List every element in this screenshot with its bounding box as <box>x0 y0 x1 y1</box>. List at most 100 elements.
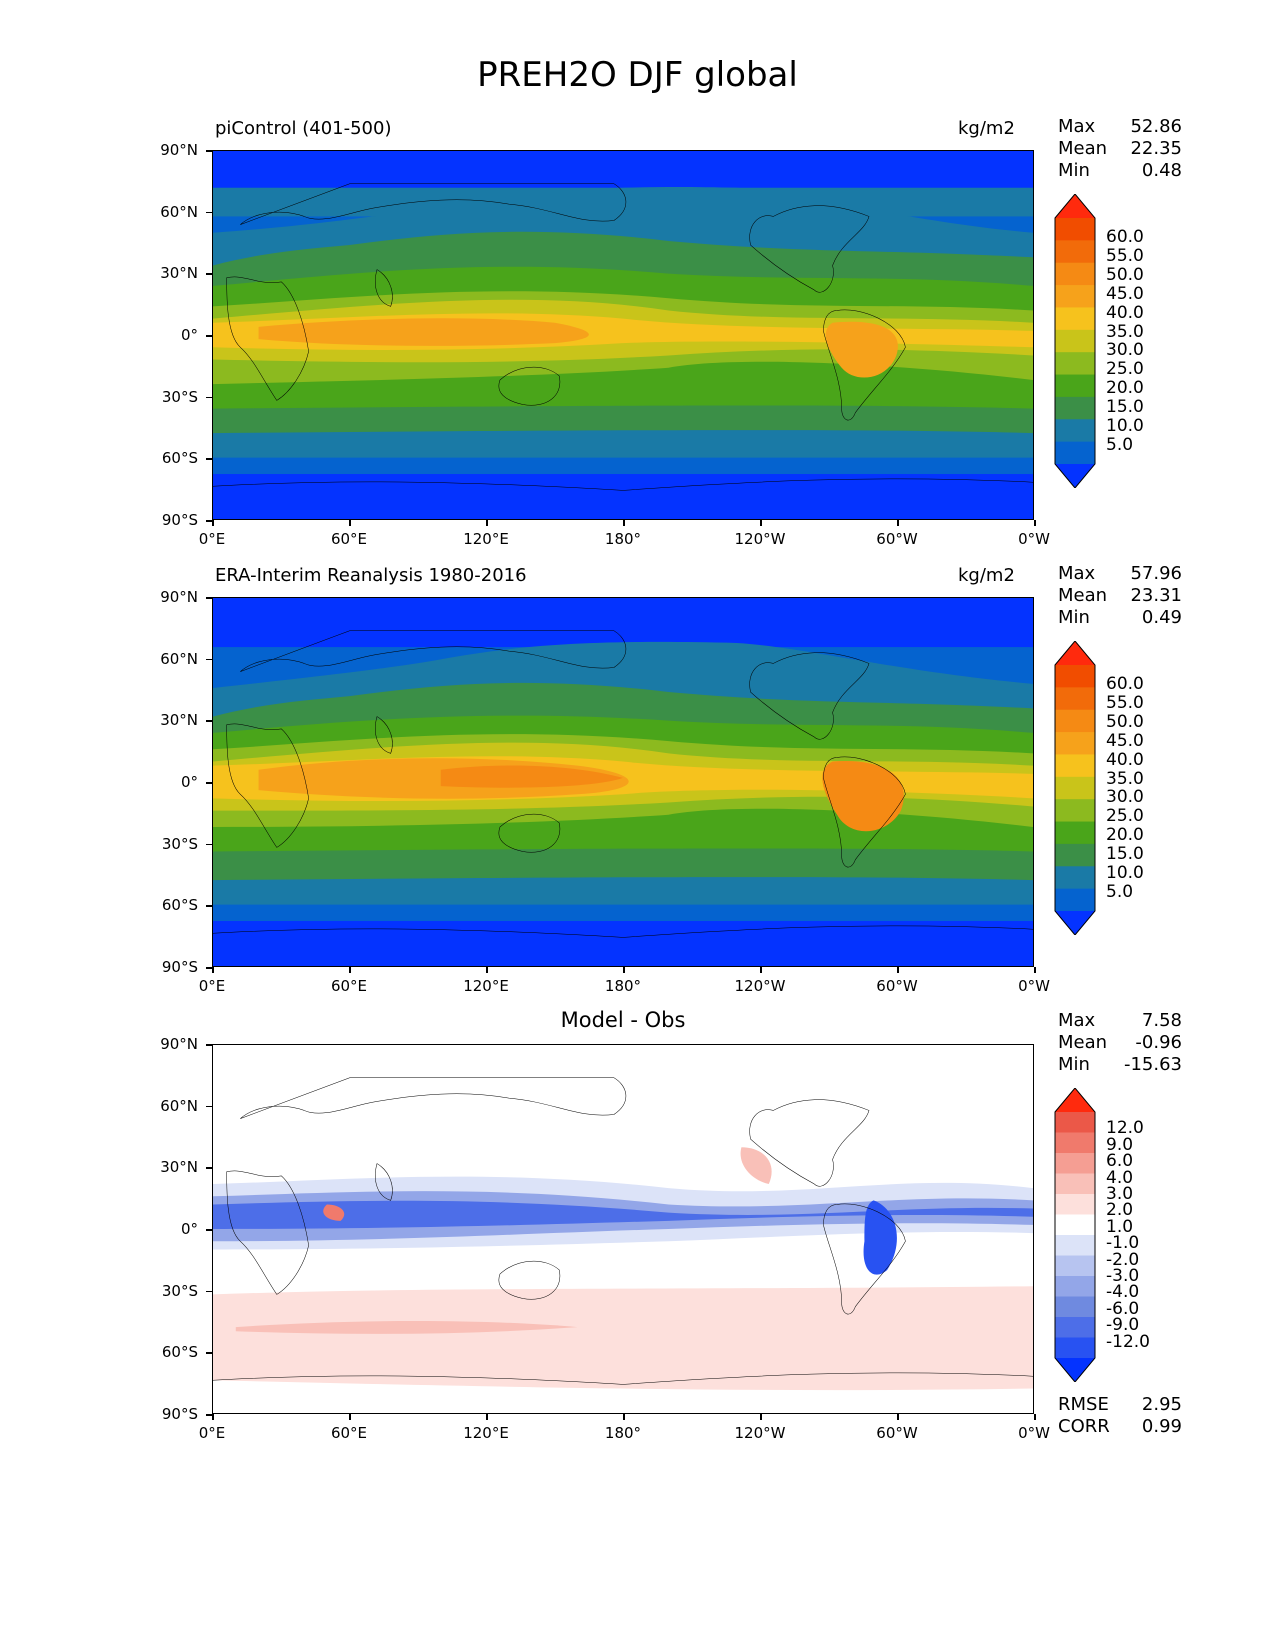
lat-tick <box>206 520 212 522</box>
field-difference <box>213 1045 1033 1413</box>
colorbar-extend-min <box>1055 1358 1095 1382</box>
colorbar-bin <box>1055 1214 1095 1236</box>
colorbar-tick-label: 6.0 <box>1106 1151 1134 1172</box>
lon-tick-label: 60°W <box>876 530 918 548</box>
coastline <box>213 479 1033 491</box>
stat-label: Min <box>1058 607 1090 628</box>
lat-tick <box>206 720 212 722</box>
lat-tick-label: 90°N <box>160 141 198 159</box>
colorbar-outline <box>1054 194 1096 488</box>
lat-tick-label: 60°N <box>160 649 198 668</box>
lon-tick-label: 0°W <box>1018 977 1050 995</box>
colorbar-tick-label: 2.0 <box>1106 1200 1134 1221</box>
lat-tick-label: 90°N <box>160 588 198 606</box>
colorbar-tick-label: -6.0 <box>1106 1298 1140 1319</box>
lat-tick <box>206 150 212 152</box>
colorbar-bin <box>1055 776 1095 800</box>
lat-tick <box>206 1229 212 1231</box>
colorbar-tick-label: 45.0 <box>1106 283 1144 304</box>
lon-tick-label: 60°E <box>330 1424 368 1442</box>
colorbar-tick-label: -2.0 <box>1106 1249 1140 1270</box>
lon-tick-label: 60°E <box>330 530 368 548</box>
units-label: kg/m2 <box>958 118 1015 139</box>
coastline <box>375 717 392 754</box>
coastline <box>240 1078 626 1119</box>
coastline <box>227 724 309 848</box>
lon-tick-label: 60°E <box>330 977 368 995</box>
lon-tick-label: 120°W <box>734 977 786 995</box>
lat-tick <box>206 273 212 275</box>
field-picontrol <box>213 151 1033 519</box>
colorbar-bin <box>1055 1132 1095 1154</box>
colorbar-tick-label: 20.0 <box>1106 378 1144 399</box>
colorbar-tick-label: 45.0 <box>1106 730 1144 751</box>
lon-tick <box>212 520 214 526</box>
coastline <box>499 367 560 405</box>
lat-tick <box>206 1044 212 1046</box>
stat-value: 0.48 <box>1141 160 1182 181</box>
metric-label: RMSE <box>1058 1394 1109 1415</box>
colorbar-tick-label: -1.0 <box>1106 1233 1140 1254</box>
coastline <box>240 184 626 225</box>
lat-tick <box>206 905 212 907</box>
stat-label: Mean <box>1058 1032 1108 1053</box>
lon-tick <box>212 967 214 973</box>
lon-tick-label: 120°W <box>734 1424 786 1442</box>
metric-value: 0.99 <box>1141 1416 1182 1437</box>
colorbar-bin <box>1055 374 1095 398</box>
lon-tick-label: 0°W <box>1018 530 1050 548</box>
lon-tick <box>760 520 762 526</box>
colorbar-tick-label: 10.0 <box>1106 416 1144 437</box>
lat-tick-label: 0° <box>180 1220 198 1238</box>
colorbar-tick-label: 5.0 <box>1106 882 1134 903</box>
colorbar-tick-label: 10.0 <box>1106 863 1144 884</box>
lon-tick-label: 180° <box>604 530 642 548</box>
lat-tick <box>206 335 212 337</box>
colorbar-tick-label: 40.0 <box>1106 302 1144 323</box>
lon-tick <box>760 967 762 973</box>
units-label: kg/m2 <box>958 565 1015 586</box>
lon-tick <box>1034 967 1036 973</box>
colorbar-bin <box>1055 419 1095 443</box>
lat-tick <box>206 1105 212 1108</box>
colorbar-bin <box>1055 1173 1095 1195</box>
lat-tick <box>206 658 212 661</box>
coastline <box>375 1164 392 1201</box>
lon-tick <box>486 520 488 526</box>
lat-tick <box>206 458 212 460</box>
lat-tick <box>206 843 212 846</box>
colorbar-bin <box>1055 441 1095 465</box>
colorbar-bin <box>1055 396 1095 420</box>
coastline <box>227 1171 309 1295</box>
coastline <box>750 653 869 740</box>
lon-tick <box>897 967 899 973</box>
colorbar-bin <box>1055 1153 1095 1174</box>
colorbar-tick-label: 9.0 <box>1106 1134 1134 1155</box>
colorbar-bin <box>1055 799 1095 823</box>
colorbar-bin <box>1055 665 1095 688</box>
stat-label: Max <box>1058 116 1096 137</box>
stat-value: 57.96 <box>1130 563 1182 584</box>
colorbar-bin <box>1055 218 1095 241</box>
colorbar <box>1054 1088 1098 1382</box>
colorbar-tick-label: 60.0 <box>1106 226 1144 247</box>
lat-tick-label: 30°S <box>161 1281 198 1300</box>
colorbar-bin <box>1055 1235 1095 1256</box>
lat-tick-label: 60°S <box>161 449 198 468</box>
lon-tick <box>897 1414 899 1420</box>
coastline <box>750 206 869 293</box>
colorbar-bin <box>1055 709 1095 733</box>
colorbar-tick-label: 5.0 <box>1106 435 1134 456</box>
coastline <box>375 270 392 307</box>
map-difference <box>212 1044 1034 1414</box>
coastline <box>227 277 309 401</box>
colorbar-bin <box>1055 262 1095 286</box>
map-picontrol <box>212 150 1034 520</box>
lon-tick-label: 180° <box>604 977 642 995</box>
colorbar-tick-label: 15.0 <box>1106 844 1144 865</box>
panel-label: piControl (401-500) <box>215 118 392 139</box>
lon-tick-label: 180° <box>604 1424 642 1442</box>
colorbar-bin <box>1055 329 1095 353</box>
lat-tick-label: 60°S <box>161 1343 198 1362</box>
panel-title: Model - Obs <box>560 1008 686 1032</box>
